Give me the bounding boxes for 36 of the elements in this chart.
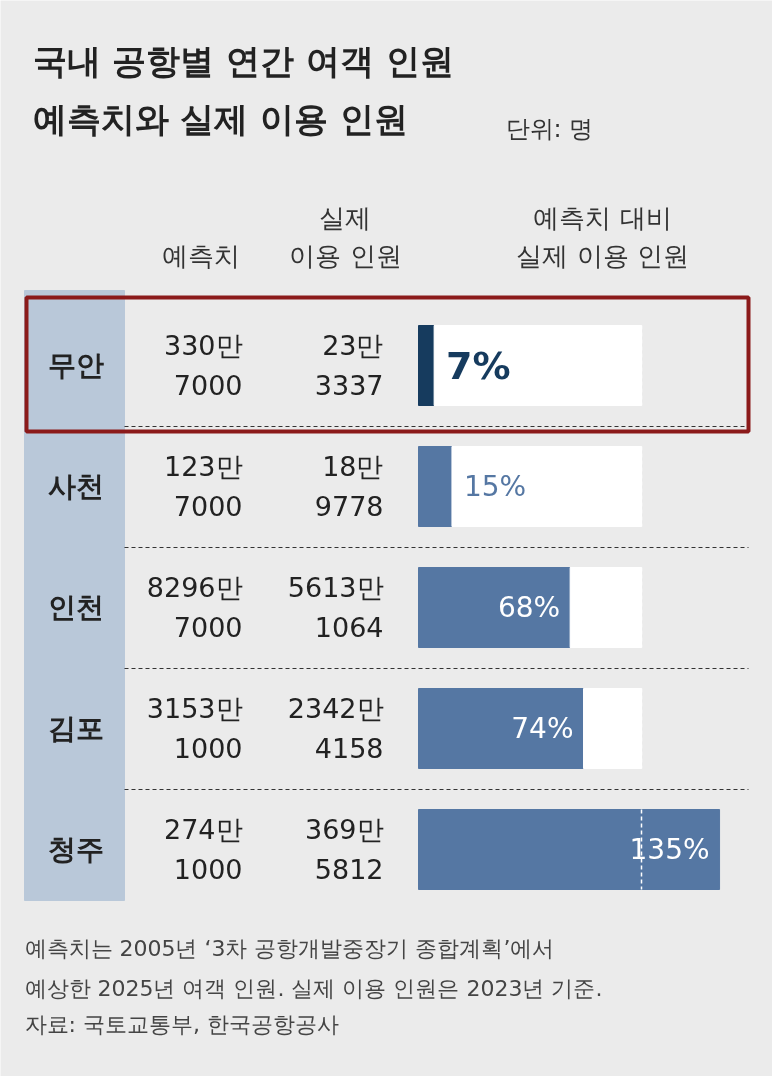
text: 369만 5812 bbox=[304, 813, 384, 886]
y-tick-label: 사천 bbox=[47, 470, 104, 503]
y-tick-label: 인천 bbox=[47, 591, 104, 624]
text: 330만 7000 bbox=[163, 329, 243, 402]
text: 18만 9778 bbox=[314, 450, 384, 523]
text: 예측치 bbox=[161, 240, 240, 271]
text: 123만 7000 bbox=[163, 450, 243, 523]
text: 3153만 1000 bbox=[146, 692, 243, 765]
text: 5613만 1064 bbox=[287, 571, 384, 644]
text: 8296만 7000 bbox=[146, 571, 243, 644]
chart-title: 국내 공항별 연간 여객 인원 예측치와 실제 이용 인원 bbox=[32, 40, 454, 139]
text: 자료: 국토교통부, 한국공항공사 bbox=[24, 1011, 339, 1037]
bar bbox=[583, 688, 642, 769]
y-tick-label: 청주 bbox=[47, 833, 104, 866]
bar bbox=[418, 446, 453, 527]
chart-subtitle: 단위: 명 bbox=[505, 114, 594, 143]
bar bbox=[418, 567, 571, 648]
x-axis-title: 예측치 대비 실제 이용 인원 bbox=[516, 203, 689, 271]
data-label: 68% bbox=[497, 591, 561, 624]
data-label: 74% bbox=[511, 712, 574, 745]
y-tick-label: 무안 bbox=[47, 349, 104, 382]
bar bbox=[418, 325, 435, 406]
bar bbox=[418, 688, 585, 769]
data-label: 7% bbox=[446, 343, 511, 388]
y-tick-label: 김포 bbox=[47, 712, 104, 745]
text: 실제 이용 인원 bbox=[289, 203, 402, 271]
bar bbox=[451, 446, 642, 527]
data-label: 15% bbox=[463, 470, 527, 503]
text: 23만 3337 bbox=[314, 329, 384, 402]
text: 예측치는 2005년 ‘3차 공항개발중장기 종합계획’에서 예상한 2025년 여객 인원. 실제 이용 인원은 2023년 기준. bbox=[24, 935, 603, 1001]
data-label: 135% bbox=[629, 833, 710, 866]
bar bbox=[433, 325, 642, 406]
bar bbox=[418, 809, 721, 890]
bar bbox=[569, 567, 642, 648]
text: 2342만 4158 bbox=[287, 692, 384, 765]
text: 274만 1000 bbox=[163, 813, 243, 886]
